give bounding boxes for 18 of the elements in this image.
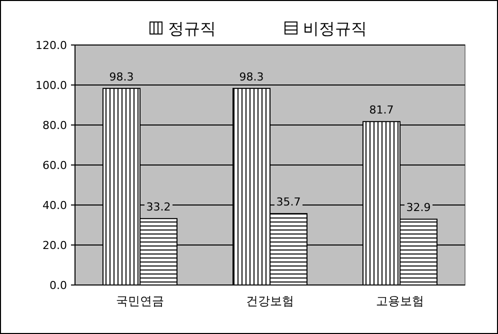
x-tick-label: 국민연금: [116, 294, 164, 308]
legend-label: 정규직: [168, 19, 216, 38]
y-tick-label: 100.0: [36, 79, 67, 92]
y-tick-label: 40.0: [42, 199, 67, 212]
data-label: 98.3: [109, 70, 134, 84]
data-label: 98.3: [239, 70, 264, 84]
y-tick-label: 120.0: [36, 39, 67, 52]
data-label: 33.2: [146, 200, 171, 214]
y-tick-label: 20.0: [42, 239, 67, 252]
x-tick-label: 고용보험: [376, 294, 424, 308]
x-tick-label: 건강보험: [246, 294, 294, 308]
data-label: 81.7: [369, 104, 394, 117]
legend-label: 비정규직: [303, 19, 367, 38]
data-label: 35.7: [276, 196, 301, 209]
y-tick-label: 60.0: [42, 159, 67, 172]
y-tick-label: 80.0: [42, 119, 67, 132]
y-tick-label: 0.0: [50, 279, 67, 292]
data-label: 32.9: [406, 201, 431, 214]
